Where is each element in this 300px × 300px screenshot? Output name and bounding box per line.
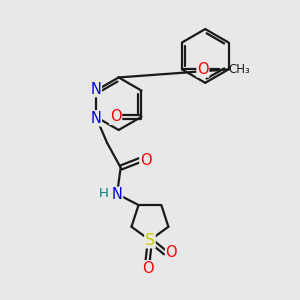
Text: N: N xyxy=(91,82,101,97)
Text: N: N xyxy=(91,111,101,126)
Text: O: O xyxy=(166,244,177,260)
Text: O: O xyxy=(110,110,122,124)
Text: O: O xyxy=(197,62,209,77)
Text: S: S xyxy=(145,233,155,248)
Text: CH₃: CH₃ xyxy=(228,63,250,76)
Text: O: O xyxy=(142,261,153,276)
Text: N: N xyxy=(112,187,122,202)
Text: H: H xyxy=(99,187,109,200)
Text: O: O xyxy=(140,153,152,168)
